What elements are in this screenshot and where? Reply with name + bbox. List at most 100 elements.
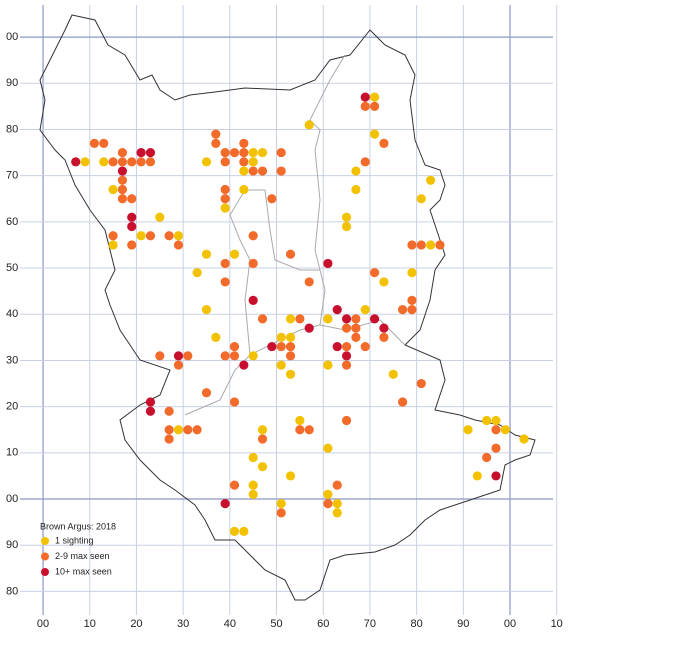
record-dot [220,147,230,158]
record-dot [351,314,361,324]
record-dot [211,129,221,139]
record-dot [267,341,277,352]
record-dot [295,314,305,324]
record-dot [192,268,202,278]
record-dot [369,268,380,278]
record-dot [239,147,249,158]
record-dot [369,92,380,102]
record-dot [145,157,156,167]
record-dot [145,231,156,241]
record-dot [332,508,342,518]
record-dot [164,434,174,444]
record-dot [117,147,128,158]
x-tick-label: 80 [410,618,422,630]
grid [20,5,558,615]
record-dot [351,166,361,176]
record-dot [482,415,492,426]
y-tick-label: 00 [6,493,18,505]
record-dot [285,341,296,352]
record-dot [108,240,118,250]
record-dot [379,138,389,148]
record-dot [332,499,342,509]
legend: 1 sighting 2-9 max seen 10+ max seen [41,535,112,576]
record-dot [285,471,296,481]
record-dot [136,147,146,158]
record-dot [155,351,165,361]
record-dot [257,314,268,324]
record-dot [248,147,258,158]
record-dot [220,157,230,167]
record-dot [220,277,230,287]
legend-swatch [41,537,49,545]
record-dot [229,341,240,352]
record-dot [183,425,193,435]
record-dot [500,425,510,435]
record-dot [332,341,342,352]
record-dot [229,249,240,259]
record-dot [463,425,473,435]
record-dot [201,388,212,398]
record-dot [117,194,128,204]
record-dot [173,240,184,250]
record-dot [99,157,109,167]
record-dot [220,351,230,361]
record-dot [416,194,426,204]
record-dot [285,332,296,342]
record-dot [519,434,529,444]
record-dot [164,425,174,435]
record-dot [482,452,492,463]
record-dot [173,351,184,361]
record-dot [257,166,268,176]
records [71,92,529,536]
record-dot [239,184,249,195]
record-dot [173,425,184,435]
record-dot [117,175,128,185]
record-dot [127,240,137,250]
record-dot [304,120,314,130]
record-dot [472,471,482,481]
record-dot [108,231,118,241]
record-dot [323,499,333,509]
record-dot [332,305,342,315]
record-dot [136,231,146,241]
y-tick-label: 50 [6,262,18,274]
x-tick-label: 00 [37,618,49,630]
record-dot [341,360,352,370]
record-dot [257,147,268,158]
y-tick-label: 80 [6,123,18,135]
record-dot [276,166,286,176]
record-dot [276,360,286,370]
record-dot [360,305,370,315]
district-boundary [184,54,406,416]
record-dot [341,351,352,361]
record-dot [369,314,380,324]
record-dot [239,526,249,536]
record-dot [341,212,352,222]
record-dot [145,147,156,158]
record-dot [388,369,398,379]
record-dot [145,406,156,416]
legend-swatch [41,552,49,561]
record-dot [127,194,137,204]
record-dot [173,231,184,241]
record-dot [108,184,118,195]
legend-swatch [41,568,49,576]
record-dot [164,231,174,241]
record-dot [276,499,286,509]
record-dot [248,258,258,269]
record-dot [229,351,240,361]
y-tick-label: 00 [6,31,18,43]
record-dot [99,138,109,148]
record-dot [80,157,90,167]
record-dot [239,360,249,370]
record-dot [248,166,258,176]
record-dot [341,415,352,426]
y-tick-label: 40 [6,308,18,320]
record-dot [491,471,501,481]
record-dot [220,203,230,213]
record-dot [257,434,268,444]
y-tick-label: 60 [6,216,18,228]
record-dot [323,314,333,324]
y-tick-label: 10 [6,447,18,459]
record-dot [248,157,258,167]
